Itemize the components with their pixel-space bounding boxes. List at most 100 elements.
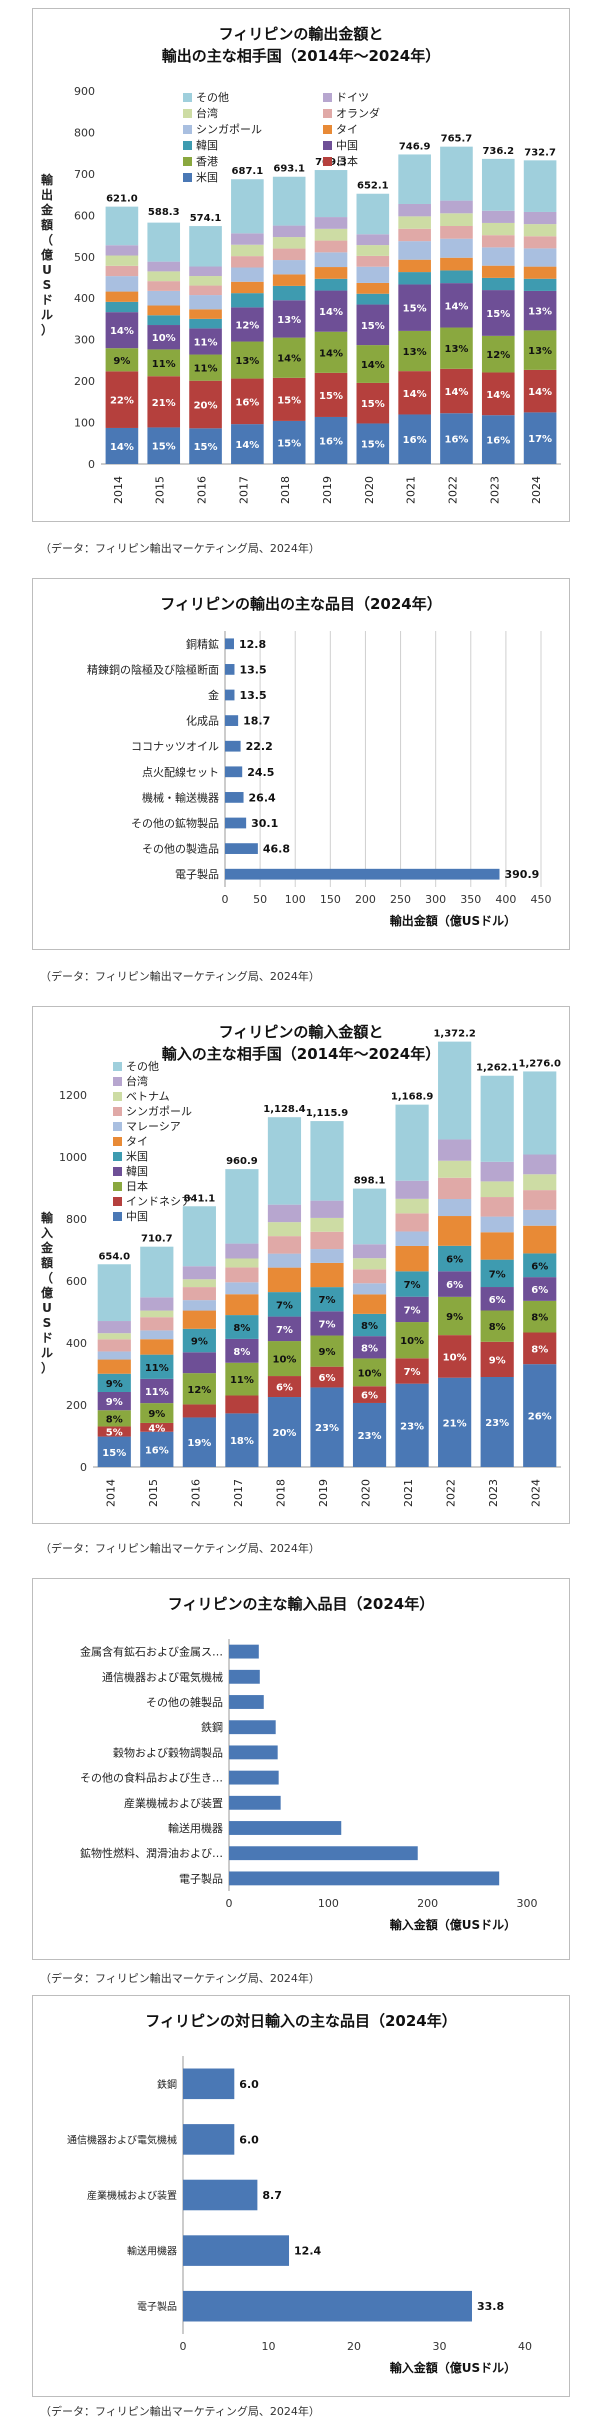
bar — [229, 1821, 342, 1835]
segment-label: 20% — [272, 1428, 296, 1439]
bar — [229, 1720, 276, 1735]
category-label: 化成品 — [186, 714, 219, 728]
x-tick-label: 0 — [222, 893, 229, 906]
bar-segment — [481, 265, 515, 278]
bar-segment — [480, 1232, 514, 1260]
x-tick-label: 2016 — [189, 1479, 202, 1507]
bar-segment — [105, 371, 139, 428]
bar-segment — [480, 1310, 514, 1342]
bar-segment — [231, 293, 264, 308]
legend-swatch — [113, 1092, 122, 1101]
legend-swatch — [183, 125, 192, 134]
bar-segment — [356, 193, 390, 235]
japan-import-items-chart-panel: フィリピンの対日輸入の主な品目（2024年） 0 10 20 30 40 電子製品 33.8 輸… — [32, 1995, 570, 2397]
category-label: その他の製造品 — [142, 842, 219, 856]
export-items-chart: フィリピンの輸出の主な品目（2024年） 0 50 100 150 200 250 300 35… — [87, 595, 552, 928]
bar-segment — [395, 1383, 429, 1467]
y-axis-label: 輸 — [41, 172, 54, 187]
bar-segment — [182, 1206, 216, 1267]
segment-label: 8% — [531, 1344, 548, 1355]
y-axis-label: 億 — [41, 1285, 53, 1300]
bar-segment — [523, 1277, 557, 1301]
chart-title: フィリピンの対日輸入の主な品目（2024年） — [145, 2012, 456, 2030]
segment-label: 7% — [276, 1300, 293, 1311]
segment-label: 18% — [230, 1436, 254, 1447]
bar-segment — [272, 285, 306, 301]
y-axis-label: （ — [41, 232, 53, 247]
bar-segment — [310, 1366, 344, 1388]
bar-segment — [395, 1231, 429, 1246]
segment-label: 14% — [444, 387, 468, 398]
bar-segment — [182, 1287, 216, 1301]
value-label: 6.0 — [239, 2133, 259, 2146]
y-axis-label: U — [42, 1301, 52, 1315]
bar-segment — [182, 1279, 216, 1288]
legend-swatch — [323, 157, 332, 166]
bar-segment — [225, 1315, 259, 1339]
bar-segment — [523, 236, 557, 249]
category-label: その他の鉱物製品 — [131, 816, 219, 830]
bar-segment — [356, 382, 390, 424]
bar-segment — [272, 225, 306, 238]
y-axis-label: ） — [41, 322, 53, 337]
bar-segment — [356, 282, 390, 294]
bar-segment — [189, 380, 222, 429]
bar — [183, 2124, 235, 2155]
segment-label: 13% — [235, 356, 259, 367]
x-tick-label: 450 — [531, 893, 552, 906]
legend-swatch — [113, 1182, 122, 1191]
bar-segment — [97, 1351, 131, 1360]
bar-segment — [310, 1311, 344, 1336]
bar-segment — [352, 1244, 387, 1259]
bar-segment — [97, 1264, 131, 1322]
bar-segment — [105, 291, 139, 302]
bar-segment — [395, 1271, 429, 1297]
segment-label: 7% — [319, 1295, 336, 1306]
bar — [183, 2235, 290, 2266]
segment-label: 6% — [276, 1383, 293, 1394]
bar-segment — [523, 266, 557, 279]
chart-subtitle: 輸入の主な相手国（2014年～2024年） — [162, 1045, 441, 1063]
bar-segment — [225, 1282, 259, 1295]
bar-segment — [523, 248, 557, 267]
segment-label: 14% — [528, 387, 552, 398]
total-label: 736.2 — [482, 146, 514, 157]
total-label: 710.7 — [141, 1234, 173, 1245]
legend-label: オランダ — [336, 106, 380, 120]
japan-import-items-chart: フィリピンの対日輸入の主な品目（2024年） 0 10 20 30 40 電子製品 33.8 輸… — [67, 2012, 532, 2375]
bar-segment — [440, 257, 473, 271]
y-tick-label: 600 — [66, 1275, 87, 1288]
bar — [225, 843, 258, 854]
legend-swatch — [113, 1137, 122, 1146]
segment-label: 15% — [277, 395, 301, 406]
category-label: 金属含有鉱石および金属ス… — [80, 1645, 223, 1659]
category-label: ココナッツオイル — [131, 740, 219, 753]
category-label: 点火配線セット — [142, 765, 219, 779]
segment-label: 16% — [319, 436, 343, 447]
legend-label: 韓国 — [126, 1165, 148, 1178]
segment-label: 15% — [361, 399, 385, 410]
japan-import-items-chart-source: （データ：フィリピン輸出マーケティング局、2024年） — [40, 2405, 320, 2418]
y-axis-label: U — [42, 263, 52, 277]
bar-segment — [314, 372, 348, 417]
chart-subtitle: 輸出の主な相手国（2014年～2024年） — [162, 47, 441, 65]
bar-segment — [231, 267, 264, 282]
segment-label: 14% — [235, 440, 259, 451]
bar-segment — [480, 1161, 514, 1182]
bar-segment — [310, 1335, 344, 1367]
legend-label: 日本 — [126, 1179, 148, 1193]
total-label: 687.1 — [232, 166, 264, 177]
bar-segment — [182, 1300, 216, 1311]
y-axis-label: ド — [41, 293, 53, 307]
bar-segment — [523, 278, 557, 291]
segment-label: 15% — [102, 1448, 126, 1459]
legend-swatch — [183, 141, 192, 150]
legend-label: 台湾 — [196, 106, 218, 120]
bar-segment — [267, 1267, 302, 1293]
segment-label: 8% — [489, 1322, 506, 1333]
bar-segment — [140, 1317, 174, 1331]
bar — [229, 1770, 279, 1785]
x-axis-label: 輸入金額（億USドル） — [390, 1917, 516, 1932]
value-label: 24.5 — [247, 766, 274, 779]
y-axis-label: 金 — [40, 202, 54, 217]
